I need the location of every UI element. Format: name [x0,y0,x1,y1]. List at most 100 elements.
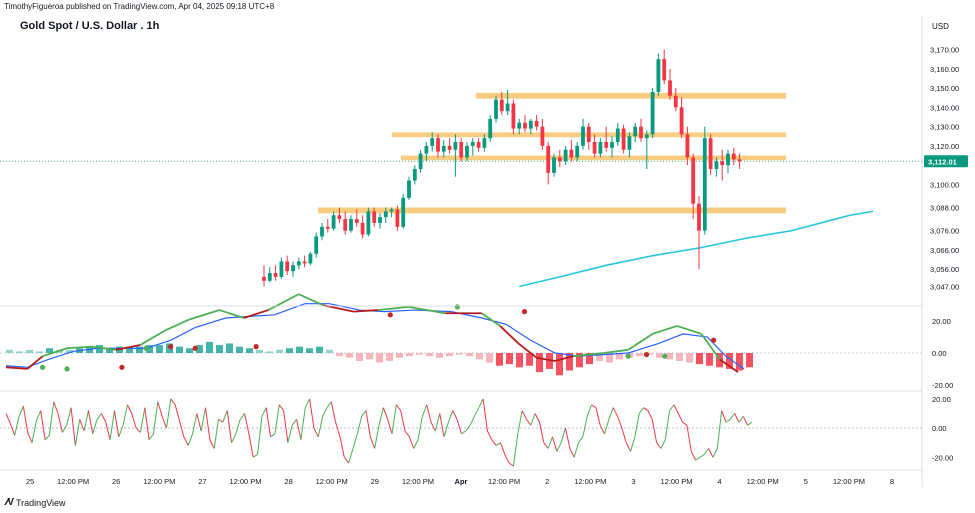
candle-body [621,128,626,150]
oscillator-segment [283,410,289,443]
candle-body [644,134,649,139]
histogram-bar [66,349,73,353]
wavetrend-line-segment [603,348,629,354]
oscillator-segment [456,419,462,435]
histogram-bar [346,353,353,358]
wavetrend-tick-label: -20.00 [932,381,953,390]
oscillator-segment [248,433,254,458]
price-tick-label: 3,100.00 [930,180,959,189]
histogram-bar [246,348,253,353]
cross-dot [454,304,460,310]
histogram-bar [236,346,243,353]
support-resistance-zones [318,92,786,214]
candle-body [285,261,290,272]
zone-band [476,92,786,99]
candle-body [424,145,429,154]
wavetrend-signal-line [5,303,745,370]
time-tick-label: 27 [198,477,206,486]
oscillator-segment [573,442,579,458]
oscillator-segment [335,422,341,437]
price-tick-label: 3,076.00 [930,227,959,236]
oscillator-segment [703,448,710,455]
currency-label[interactable]: USD [932,22,949,31]
oscillator-segment [742,416,749,426]
histogram-bar [596,353,603,361]
price-tick-label: 3,066.00 [930,246,959,255]
oscillator-segment [729,413,736,420]
oscillator-segment [70,407,76,446]
oscillator-segment [257,416,263,455]
oscillator-segment [695,456,701,461]
time-tick-label: 26 [112,477,120,486]
oscillator-segment [356,416,363,435]
candle-body [325,226,330,229]
oscillator-segment [309,398,315,429]
time-tick-label: 12:00 PM [143,477,175,486]
histogram-bar [16,351,23,353]
time-tick-label: 8 [890,477,894,486]
candle-body [673,95,678,108]
time-tick-label: 12:00 PM [316,477,348,486]
wavetrend-line-segment [188,309,220,321]
oscillator-segment [148,433,154,441]
price-tick-label: 3,150.00 [930,84,959,93]
wavetrend-line-segment [115,344,141,351]
histogram-bar [746,353,753,368]
candle-body [279,261,284,277]
histogram-bar [566,353,573,371]
price-axis[interactable]: 3,170.00 3,160.00 3,150.00 3,140.00 3,130.00… [924,46,968,292]
oscillator-segment [656,442,662,449]
candle-body [662,59,667,81]
candle-body [349,219,353,231]
wavetrend-line-segment [481,312,501,327]
histogram-bar [686,353,693,363]
oscillator-segment [677,413,684,423]
histogram-bar [186,348,193,353]
candle-body [737,159,742,162]
time-tick-label: 12:00 PM [574,477,606,486]
candle-body [639,126,643,139]
wavetrend-axis[interactable]: 20.00 0.00 -20.00 [932,317,953,390]
candle-body [499,99,504,112]
histogram-bar [426,353,433,357]
oscillator-segment [100,413,107,423]
histogram-bar [646,353,653,355]
oscillator-segment [495,442,501,446]
histogram-bar [416,353,423,355]
oscillator-segment [400,410,406,432]
oscillator-segment [478,398,484,408]
time-tick-label: 12:00 PM [833,477,865,486]
oscillator-segment [157,401,163,417]
oscillator-segment [252,453,258,458]
oscillator-segment [578,436,584,443]
histogram-bar [176,346,183,353]
oscillator-segment [621,427,627,443]
oscillator-segment [35,410,42,421]
oscillator-segment [378,407,384,426]
candle-body [401,197,406,227]
candle-body [569,149,574,158]
histogram-bar [136,346,143,353]
wavetrend-line-segment [536,356,556,362]
oscillator-segment [105,422,111,440]
oscillator-tick-label: -20.00 [932,453,953,462]
histogram-bar [546,353,553,369]
oscillator-segment [625,442,632,452]
oscillator-axis[interactable]: 20.00 0.00 -20.00 [932,395,953,462]
oscillator-segment [326,401,332,408]
histogram-bar [366,353,373,360]
oscillator-segment [617,416,623,429]
oscillator-segment [716,410,723,449]
histogram-bar [656,353,663,358]
candle-body [412,169,417,181]
candle-body [488,118,493,139]
cross-dot [40,364,46,370]
histogram-bar [126,348,133,353]
oscillator-segment [270,433,276,438]
time-axis[interactable]: 25 12:00 PM 26 12:00 PM 27 12:00 PM 28 12:00 PM… [26,477,894,486]
oscillator-segment [430,422,436,432]
tradingview-logo[interactable]: ⁄⁄V TradingView [6,497,66,508]
oscillator-segment [708,448,714,458]
oscillator-segment [569,448,575,458]
